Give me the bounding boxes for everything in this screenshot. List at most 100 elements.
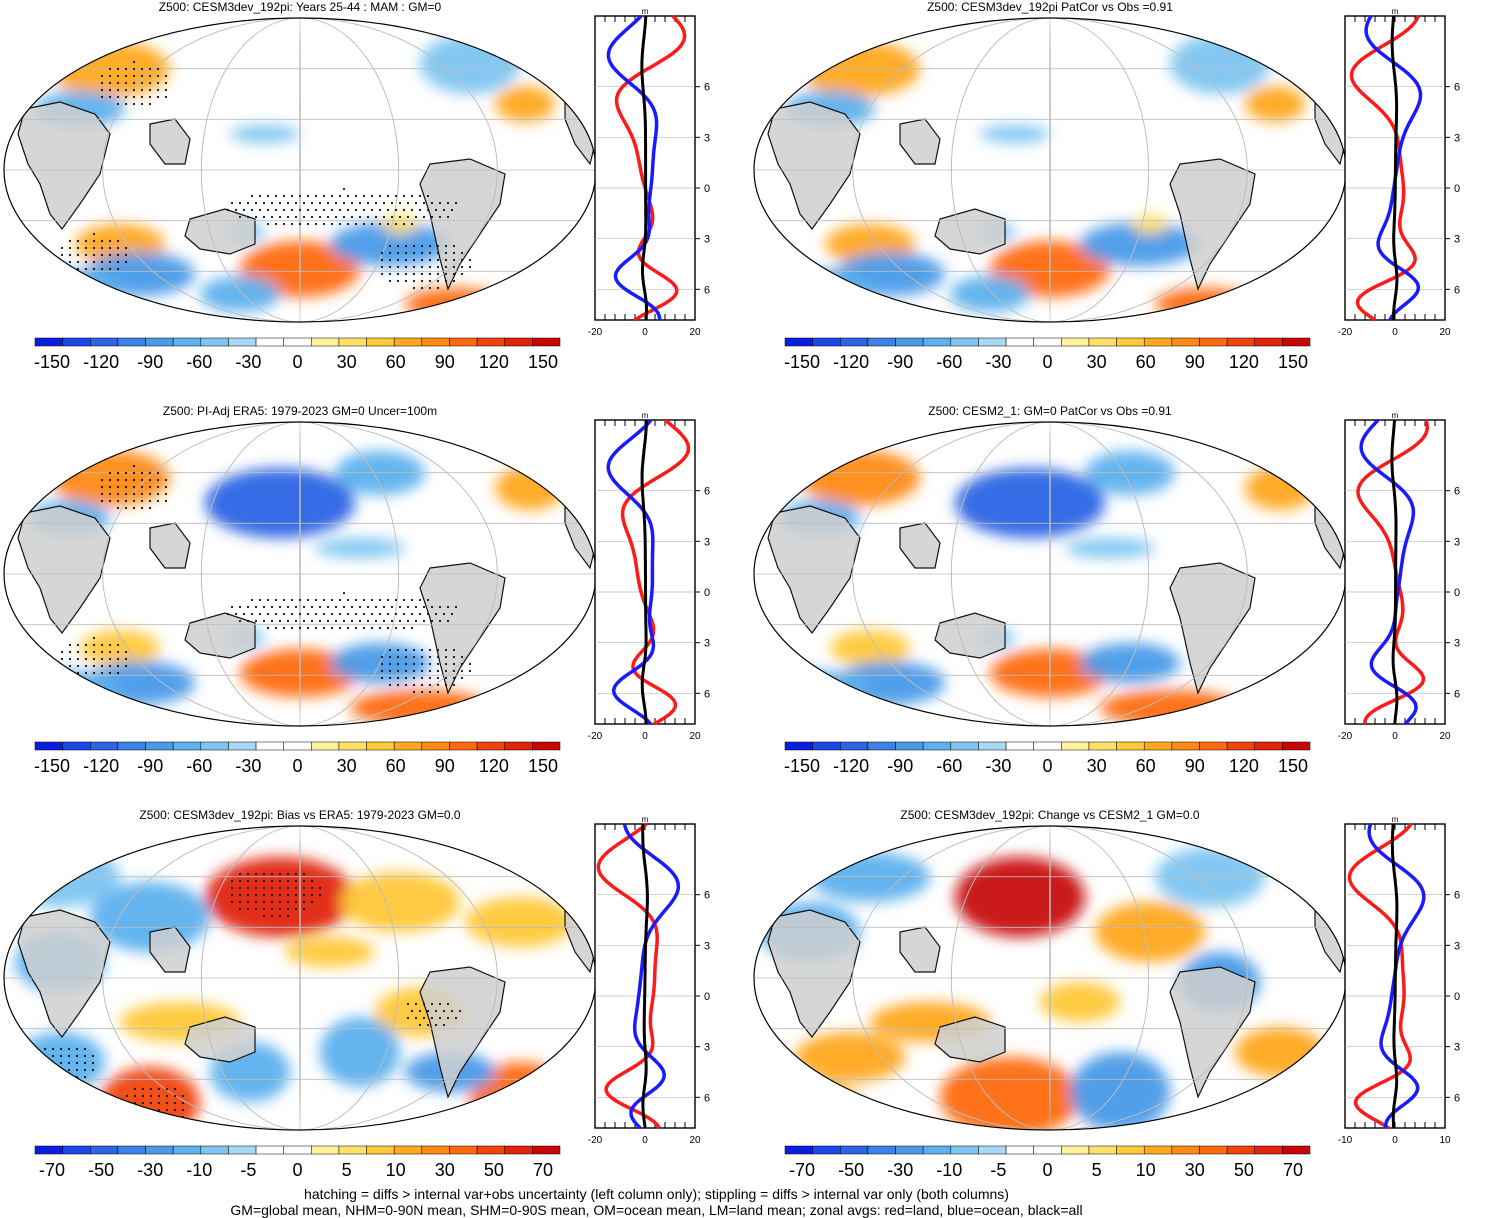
colorbar-swatch [476,741,505,751]
colorbar-swatch [784,1145,813,1155]
zonal-lat-label: 0 [1454,587,1460,599]
colorbar-swatch [1254,337,1283,347]
footer-note-1: hatching = diffs > internal var+obs unce… [304,1186,1009,1202]
colorbar-swatch [476,337,505,347]
colorbar-label: 30 [1087,756,1107,776]
anomaly-region [315,538,405,558]
colorbar-swatch [393,337,423,347]
colorbar-swatch [840,741,869,751]
colorbar-swatch [504,741,533,751]
map-field [754,826,1346,1130]
colorbar-label: -30 [887,1160,913,1180]
colorbar-label: -60 [936,352,962,372]
colorbar-swatch [283,1145,312,1155]
zonal-ocean-line [1359,418,1418,726]
graticule [754,422,1346,726]
zonal-lat-label: 60S [704,284,710,296]
zonal-x-label: -20 [588,731,603,742]
colorbar-label: 30 [435,1160,455,1180]
anomaly-region [200,276,280,312]
anomaly-region [950,276,1030,312]
colorbar-label: 0 [292,756,302,776]
colorbar-swatch [1254,1145,1283,1155]
zonal-lat-label: 0 [704,587,710,599]
colorbar-label: -10 [186,1160,212,1180]
colorbar-swatch [867,741,896,751]
colorbar-swatch [504,1145,533,1155]
land-mass [419,966,506,1099]
anomaly-region [1132,214,1168,234]
meridian-line [102,18,498,322]
zonal-x-label: 20 [689,731,701,742]
colorbar-swatch [34,741,63,751]
anomaly-region [205,857,355,937]
land-mass [767,505,861,634]
colorbar-label: -90 [887,756,913,776]
anomaly-region [240,649,360,697]
colorbar-swatch [895,741,924,751]
meridian-line [299,826,301,1130]
zonal-average-plot: m 60N 30N 0 30S 60S -10 0 10 [1338,816,1460,1146]
colorbar-label: 10 [1136,1160,1156,1180]
zonal-lat-label: 60S [1454,284,1460,296]
colorbar-swatch [145,1145,174,1155]
colorbar-swatch [1061,337,1090,347]
colorbar-swatch [1254,741,1283,751]
colorbar-swatch [200,337,229,347]
zonal-land-line [596,822,661,1129]
zonal-land-line [614,14,687,322]
colorbar-swatch [1226,741,1255,751]
colorbar-label: 120 [479,352,509,372]
zonal-x-label: 0 [1392,1135,1398,1146]
colorbar-swatch [172,741,202,751]
colorbar-swatch [34,337,63,347]
zonal-lat-label: 60S [704,1092,710,1104]
colorbar-swatch [922,741,952,751]
land-mass [934,208,1006,255]
stipple-dots [60,636,128,675]
map-field [4,422,596,726]
zonal-lat-label: 30S [704,638,710,650]
zonal-x-label: 0 [642,731,648,742]
zonal-lat-label: 0 [704,183,710,195]
graticule [754,826,1346,1130]
colorbar-swatch [1005,337,1034,347]
colorbar-swatch [255,741,284,751]
anomaly-region [754,269,870,309]
colorbar: -150 -120 -90 -60 -30 0 30 60 90 120 150 [34,741,561,776]
colorbar-swatch [117,1145,146,1155]
colorbar-label: 0 [1042,756,1052,776]
stipple-dots [380,244,472,290]
land-mass [17,101,111,230]
colorbar-swatch [922,337,952,347]
land-mass [184,1016,256,1063]
colorbar-swatch [1199,337,1228,347]
colorbar-label: -50 [838,1160,864,1180]
zonal-lat-label: 30N [1454,536,1460,548]
colorbar-label: 150 [528,756,558,776]
land-mass [767,909,861,1038]
zonal-all-line [640,15,649,321]
meridian-line [200,422,400,726]
colorbar-swatch [476,1145,505,1155]
colorbar-label: 120 [1229,352,1259,372]
colorbar-label: 10 [386,1160,406,1180]
anomaly-region [1080,222,1200,266]
colorbar-swatch [338,741,367,751]
meridian-line [299,18,301,322]
zonal-x-label: -10 [1338,1135,1353,1146]
stipple-dots [226,591,458,630]
zonal-x-label: 20 [689,1135,701,1146]
colorbar-label: -120 [833,756,869,776]
colorbar-label: 50 [1234,1160,1254,1180]
colorbar-swatch [1282,1145,1311,1155]
anomaly-region [350,690,490,726]
colorbar-swatch [1061,1145,1090,1155]
colorbar-swatch [978,1145,1007,1155]
zonal-all-line [1390,823,1399,1129]
colorbar-swatch [366,741,395,751]
colorbar-label: 30 [1185,1160,1205,1180]
world-map [753,421,1347,727]
meridian-line [950,18,1150,322]
colorbar: -150 -120 -90 -60 -30 0 30 60 90 120 150 [34,337,561,372]
